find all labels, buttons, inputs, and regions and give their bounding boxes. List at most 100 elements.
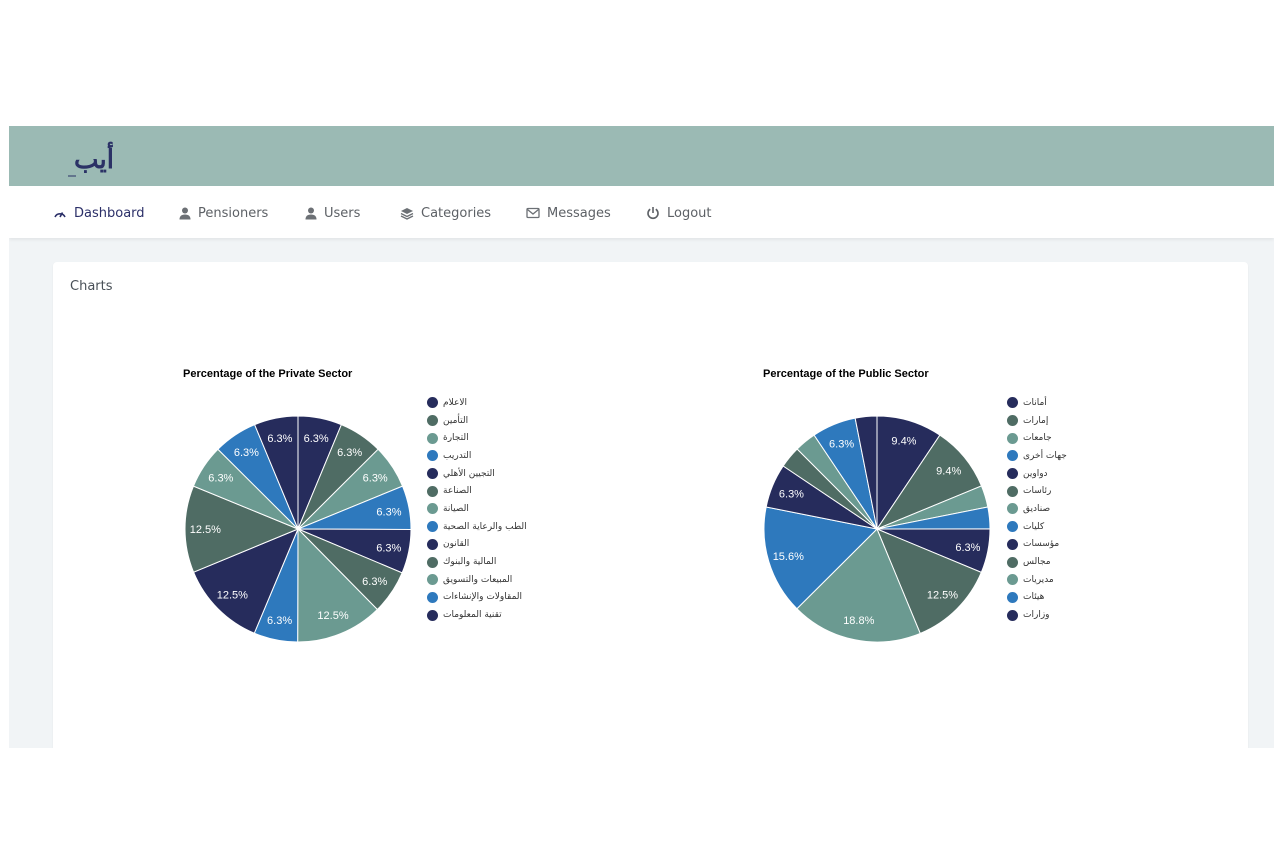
nav-dashboard-label: Dashboard xyxy=(74,205,145,221)
legend-label: التدريب xyxy=(443,450,472,461)
legend-item[interactable]: القانون xyxy=(427,536,527,554)
legend-item[interactable]: مؤسسات xyxy=(1007,536,1067,554)
legend-label: أمانات xyxy=(1023,397,1047,408)
legend-color-dot xyxy=(427,591,438,603)
private-sector-legend: الاعلام التأمين التجارة التدريب التجيين الأه… xyxy=(427,394,527,624)
pie-slice[interactable] xyxy=(876,528,983,635)
legend-item[interactable]: دواوين xyxy=(1007,465,1067,483)
legend-color-dot xyxy=(427,556,438,568)
legend-label: تقنية المعلومات xyxy=(443,610,502,621)
legend-item[interactable]: التدريب xyxy=(427,447,527,465)
legend-item[interactable]: تقنية المعلومات xyxy=(427,606,527,624)
legend-item[interactable]: أمانات xyxy=(1007,394,1067,412)
legend-color-dot xyxy=(1007,521,1018,533)
legend-color-dot xyxy=(1007,432,1018,444)
legend-item[interactable]: التجيين الأهلي xyxy=(427,465,527,483)
pie-data-label: 9.4% xyxy=(936,465,961,477)
legend-color-dot xyxy=(427,415,438,427)
legend-label: المبيعات والتسويق xyxy=(443,574,513,585)
pie-data-label: 12.5% xyxy=(317,610,348,622)
pie-data-label: 6.3% xyxy=(363,473,388,485)
nav-logout[interactable]: Logout xyxy=(646,203,712,223)
pie-data-label: 6.3% xyxy=(267,433,292,445)
legend-item[interactable]: كليات xyxy=(1007,518,1067,536)
nav-users-label: Users xyxy=(324,205,361,221)
pie-data-label: 6.3% xyxy=(234,447,259,459)
nav-categories-label: Categories xyxy=(421,205,492,221)
nav-pensioners-label: Pensioners xyxy=(198,205,269,221)
legend-color-dot xyxy=(427,521,438,533)
pie-slice[interactable] xyxy=(184,485,300,573)
logo-graphic: أيب xyxy=(68,141,114,177)
legend-color-dot xyxy=(1007,415,1018,427)
legend-color-dot xyxy=(427,538,438,550)
pie-slice[interactable] xyxy=(297,527,379,643)
brand-logo[interactable]: أيب xyxy=(64,132,124,180)
legend-label: وزارات xyxy=(1023,610,1050,621)
user-icon xyxy=(305,207,317,219)
legend-item[interactable]: رئاسات xyxy=(1007,482,1067,500)
pie-data-label: 15.6% xyxy=(773,551,804,563)
nav-users[interactable]: Users xyxy=(305,203,360,223)
pie-data-label: 6.3% xyxy=(362,576,387,588)
private-sector-pie-chart: 6.3% 6.3% 6.3% 6.3% 6.3% 6.3% 12.5% 6.3% 12.5% 12… xyxy=(184,415,412,643)
public-sector-chart-title: Percentage of the Public Sector xyxy=(763,368,929,380)
nav-dashboard[interactable]: Dashboard xyxy=(53,203,145,223)
legend-label: التجارة xyxy=(443,433,469,444)
legend-item[interactable]: مجالس xyxy=(1007,553,1067,571)
pie-slice[interactable] xyxy=(253,415,299,530)
legend-item[interactable]: الصناعة xyxy=(427,482,527,500)
legend-label: صناديق xyxy=(1023,503,1051,514)
pie-data-label: 12.5% xyxy=(217,589,248,601)
nav-pensioners[interactable]: Pensioners xyxy=(179,203,268,223)
legend-item[interactable]: الاعلام xyxy=(427,394,527,412)
legend-item[interactable]: صناديق xyxy=(1007,500,1067,518)
pie-data-label: 6.3% xyxy=(208,473,233,485)
nav-messages[interactable]: Messages xyxy=(526,203,611,223)
legend-item[interactable]: الصيانة xyxy=(427,500,527,518)
pie-data-label: 6.3% xyxy=(779,488,804,500)
layers-icon xyxy=(400,207,414,220)
legend-item[interactable]: إمارات xyxy=(1007,412,1067,430)
public-sector-legend: أمانات إمارات جامعات جهات أخرى دواوين رئاسات ص… xyxy=(1007,394,1067,624)
user-icon xyxy=(179,207,191,219)
legend-item[interactable]: الطب والرعاية الصحية xyxy=(427,518,527,536)
legend-label: الصيانة xyxy=(443,503,469,514)
legend-item[interactable]: المبيعات والتسويق xyxy=(427,571,527,589)
pie-slice[interactable] xyxy=(192,528,299,634)
legend-item[interactable]: جهات أخرى xyxy=(1007,447,1067,465)
pie-slice[interactable] xyxy=(854,415,878,530)
nav-categories[interactable]: Categories xyxy=(400,203,491,223)
pie-data-label: 6.3% xyxy=(304,433,329,445)
legend-item[interactable]: المقاولات والإنشاءات xyxy=(427,589,527,607)
legend-label: التأمين xyxy=(443,415,469,426)
legend-label: مؤسسات xyxy=(1023,539,1060,550)
pie-data-label: 6.3% xyxy=(829,438,854,450)
legend-color-dot xyxy=(1007,591,1018,603)
legend-color-dot xyxy=(427,503,438,515)
legend-label: رئاسات xyxy=(1023,486,1052,497)
legend-item[interactable]: جامعات xyxy=(1007,429,1067,447)
envelope-icon xyxy=(526,207,540,219)
card-title: Charts xyxy=(70,279,113,294)
legend-label: المالية والبنوك xyxy=(443,557,497,568)
pie-data-label: 12.5% xyxy=(927,590,958,602)
pie-data-label: 6.3% xyxy=(267,615,292,627)
legend-item[interactable]: المالية والبنوك xyxy=(427,553,527,571)
legend-color-dot xyxy=(1007,538,1018,550)
legend-label: الطب والرعاية الصحية xyxy=(443,521,527,532)
nav-messages-label: Messages xyxy=(547,205,611,221)
legend-color-dot xyxy=(1007,556,1018,568)
legend-item[interactable]: وزارات xyxy=(1007,606,1067,624)
legend-item[interactable]: التأمين xyxy=(427,412,527,430)
legend-color-dot xyxy=(1007,468,1018,480)
legend-item[interactable]: التجارة xyxy=(427,429,527,447)
legend-item[interactable]: هيئات xyxy=(1007,589,1067,607)
pie-slice[interactable] xyxy=(763,506,879,610)
legend-color-dot xyxy=(1007,609,1018,621)
private-sector-chart-title: Percentage of the Private Sector xyxy=(183,368,353,380)
legend-item[interactable]: مديريات xyxy=(1007,571,1067,589)
pie-slice[interactable] xyxy=(796,528,921,643)
legend-color-dot xyxy=(427,432,438,444)
legend-label: دواوين xyxy=(1023,468,1048,479)
